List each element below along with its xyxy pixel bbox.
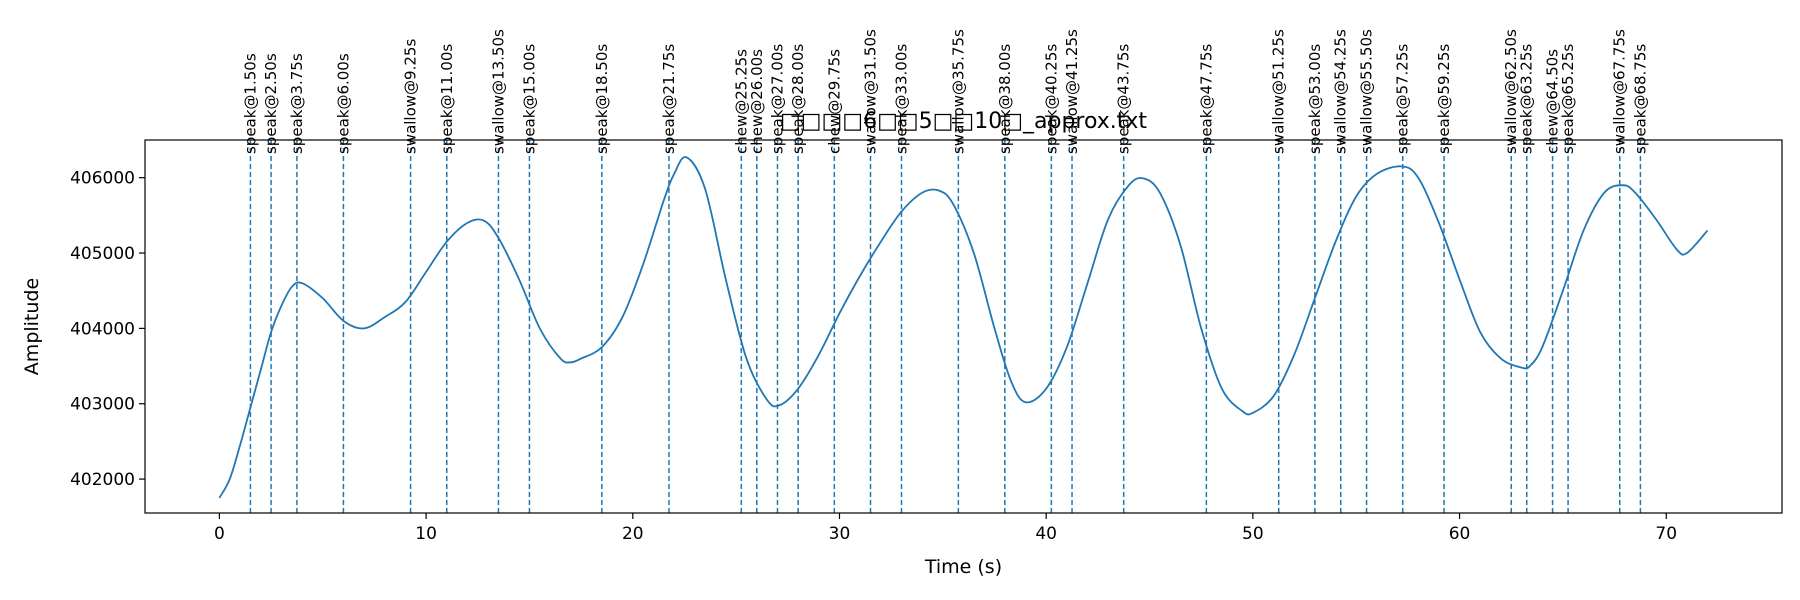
event-label: speak@53.00s [1306, 44, 1324, 154]
event-label: chew@25.25s [732, 49, 750, 154]
event-label: speak@68.75s [1631, 44, 1649, 154]
event-label: chew@26.00s [748, 49, 766, 154]
event-label: speak@1.50s [241, 53, 259, 154]
y-tick-label: 405000 [70, 244, 135, 264]
event-label: swallow@67.75s [1611, 29, 1629, 154]
event-label: swallow@35.75s [949, 29, 967, 154]
x-tick-label: 10 [415, 524, 437, 544]
x-tick-label: 50 [1242, 524, 1264, 544]
event-label: speak@2.50s [262, 53, 280, 154]
event-label: speak@63.25s [1518, 44, 1536, 154]
y-axis-ticks: 402000 403000 404000 405000 406000 [70, 169, 145, 490]
x-tick-label: 60 [1449, 524, 1471, 544]
x-axis-ticks: 0 10 20 30 40 50 60 70 [214, 513, 1677, 544]
plot-frame [144, 139, 1783, 514]
event-label: swallow@9.25s [402, 39, 420, 154]
event-label: speak@6.00s [334, 53, 352, 154]
event-label: speak@57.25s [1394, 44, 1412, 154]
x-tick-label: 30 [829, 524, 851, 544]
y-tick-label: 402000 [70, 470, 135, 490]
event-label: speak@33.00s [892, 44, 910, 154]
x-tick-label: 40 [1035, 524, 1057, 544]
event-label: swallow@55.50s [1358, 29, 1376, 154]
amplitude-series-line [218, 156, 1709, 499]
event-label: speak@21.75s [660, 44, 678, 154]
event-label: speak@40.25s [1042, 44, 1060, 154]
event-label: speak@65.25s [1559, 44, 1577, 154]
event-label: swallow@31.50s [861, 29, 879, 154]
event-label: swallow@62.50s [1502, 29, 1520, 154]
event-label: speak@28.00s [789, 44, 807, 154]
event-label: speak@43.75s [1115, 44, 1133, 154]
event-label: chew@64.50s [1544, 49, 1562, 154]
y-tick-label: 406000 [70, 169, 135, 189]
y-tick-label: 403000 [70, 395, 135, 415]
y-axis-label: Amplitude [21, 278, 43, 375]
event-label: speak@15.00s [520, 44, 538, 154]
event-label: speak@3.75s [288, 53, 306, 154]
chart-title: □□□□6□□5□□10□_approx.txt [780, 109, 1147, 134]
event-labels: speak@1.50s speak@2.50s speak@3.75s speak@6… [241, 29, 1649, 154]
x-axis-label: Time (s) [924, 556, 1002, 578]
series-layer [218, 156, 1709, 499]
event-label: speak@59.25s [1435, 44, 1453, 154]
event-markers [249, 140, 1642, 513]
event-label: speak@11.00s [438, 44, 456, 154]
x-tick-label: 70 [1655, 524, 1677, 544]
event-label: speak@38.00s [996, 44, 1014, 154]
event-label: speak@47.75s [1197, 44, 1215, 154]
y-tick-label: 404000 [70, 319, 135, 339]
event-label: speak@27.00s [768, 44, 786, 154]
event-label: swallow@54.25s [1332, 29, 1350, 154]
event-label: speak@18.50s [593, 44, 611, 154]
event-label: swallow@41.25s [1063, 29, 1081, 154]
x-tick-label: 20 [622, 524, 644, 544]
event-label: swallow@13.50s [489, 29, 507, 154]
event-label: swallow@51.25s [1270, 29, 1288, 154]
x-tick-label: 0 [214, 524, 225, 544]
event-label: chew@29.75s [825, 49, 843, 154]
